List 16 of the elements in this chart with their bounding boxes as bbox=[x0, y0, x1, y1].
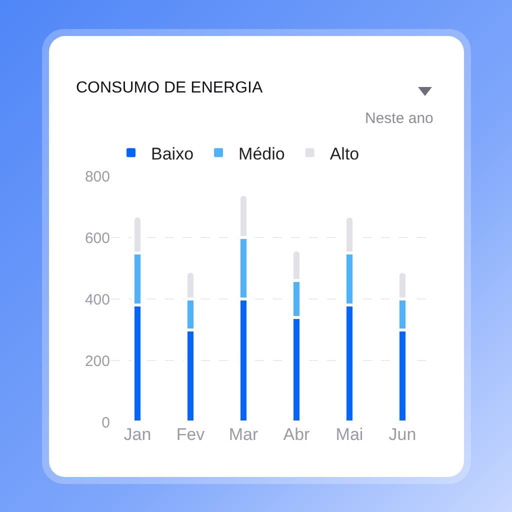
text: Neste ano bbox=[365, 110, 434, 127]
x-tick-label: Jun bbox=[388, 425, 416, 444]
legend-label: Alto bbox=[330, 144, 360, 164]
y-tick-label: 200 bbox=[84, 352, 110, 370]
x-tick-label: Abr bbox=[283, 425, 310, 444]
y-tick-label: 800 bbox=[84, 168, 110, 186]
x-tick-label: Mai bbox=[336, 425, 364, 444]
y-tick-label: 400 bbox=[84, 291, 110, 308]
y-tick-label: 0 bbox=[102, 414, 110, 432]
chart-title: CONSUMO DE ENERGIA bbox=[76, 79, 263, 96]
x-tick-label: Fev bbox=[176, 425, 206, 444]
legend-label: Médio bbox=[238, 144, 285, 164]
x-tick-label: Mar bbox=[228, 425, 258, 444]
y-tick-label: 600 bbox=[84, 230, 110, 247]
x-tick-label: Jan bbox=[124, 425, 152, 444]
legend-label: Baixo bbox=[151, 144, 194, 164]
